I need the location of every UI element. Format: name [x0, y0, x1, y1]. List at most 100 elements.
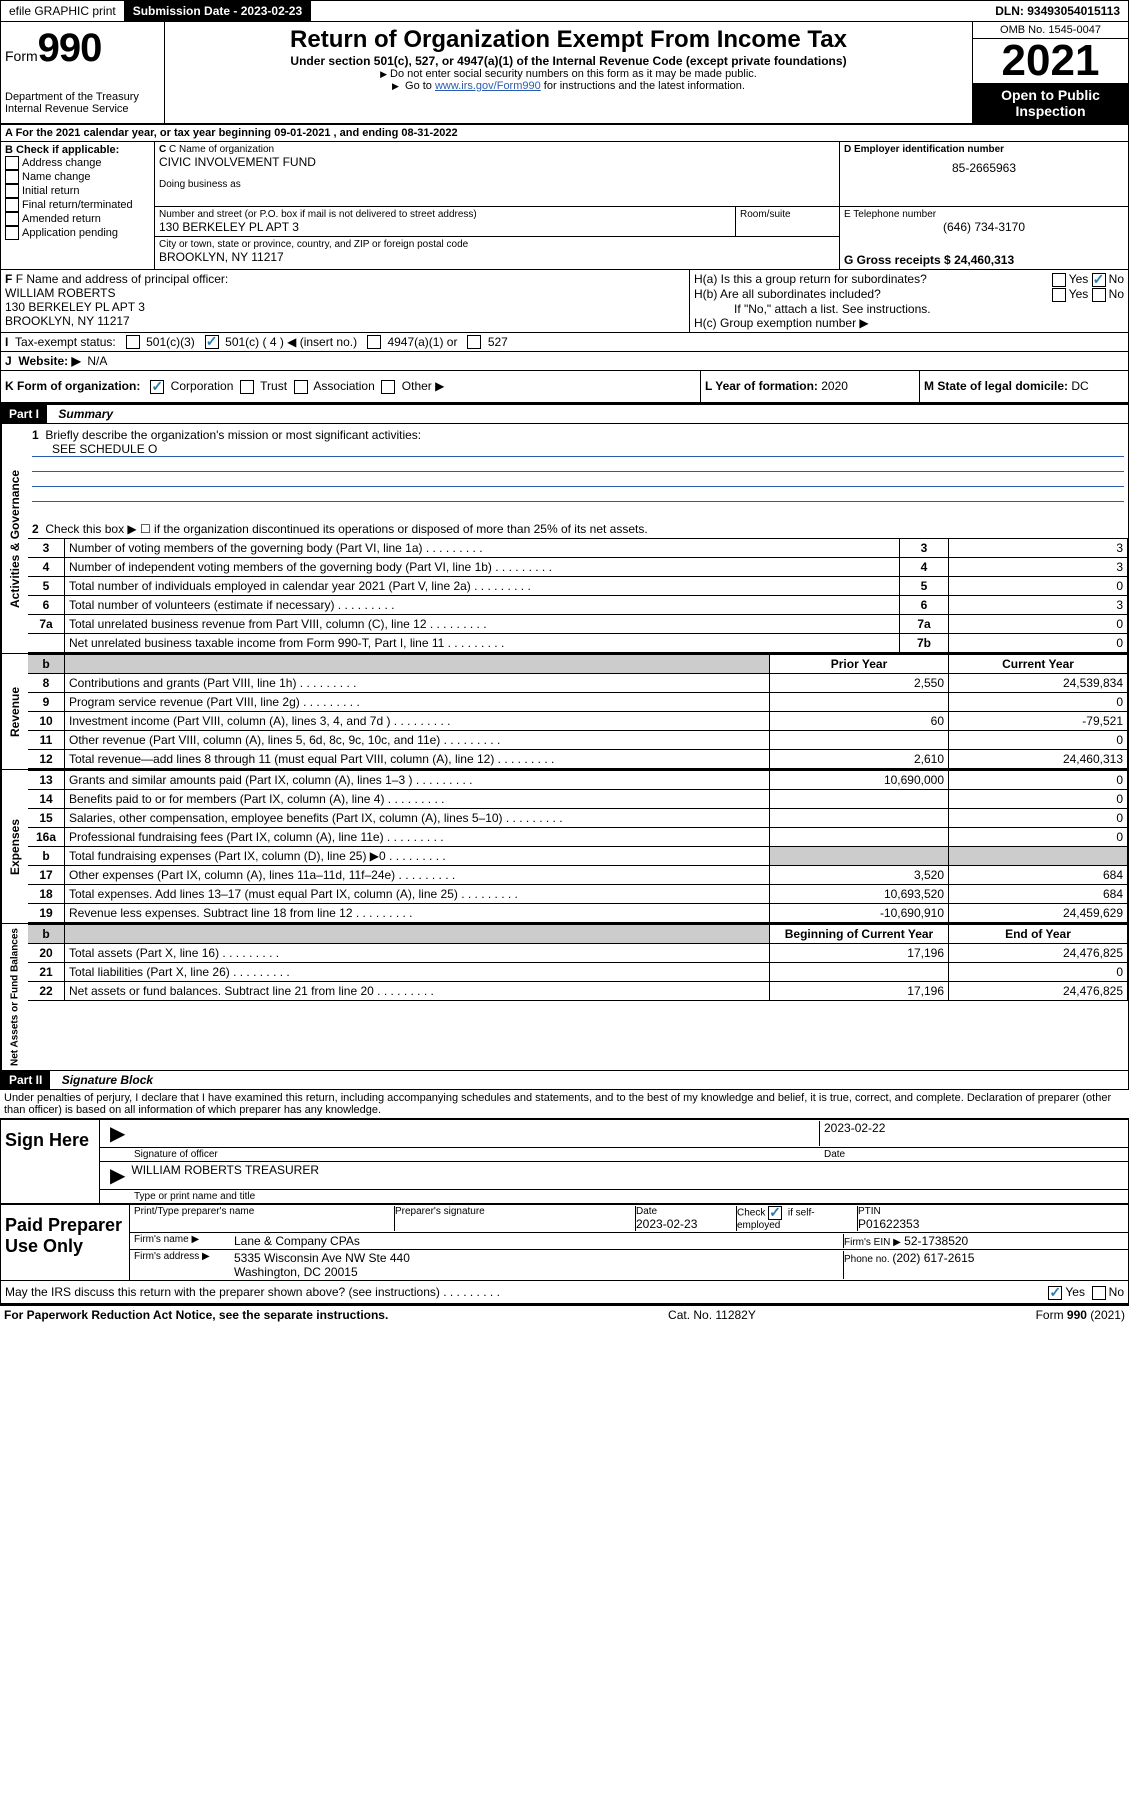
room-label: Room/suite — [740, 209, 835, 220]
org-city: BROOKLYN, NY 11217 — [159, 250, 835, 264]
line-j-label: Website: ▶ — [18, 354, 80, 368]
ssn-note: Do not enter social security numbers on … — [169, 68, 968, 80]
firm-addr1: 5335 Wisconsin Ave NW Ste 440 — [234, 1251, 843, 1265]
cat-no: Cat. No. 11282Y — [668, 1308, 756, 1322]
dba-label: Doing business as — [159, 179, 835, 190]
officer-addr2: BROOKLYN, NY 11217 — [5, 314, 685, 328]
checkbox-527[interactable] — [467, 335, 481, 349]
name-label: C C Name of organization — [159, 144, 835, 155]
prep-phone: (202) 617-2615 — [892, 1251, 974, 1265]
checkbox-hb-no[interactable] — [1092, 288, 1106, 302]
checkbox-b[interactable] — [5, 184, 19, 198]
form-title: Return of Organization Exempt From Incom… — [169, 26, 968, 54]
h-b-note: If "No," attach a list. See instructions… — [694, 302, 1124, 316]
part2-header: Part II — [1, 1071, 50, 1089]
prep-print-label: Print/Type preparer's name — [134, 1206, 395, 1231]
vert-expenses: Expenses — [1, 770, 28, 923]
prep-date-label: Date — [636, 1206, 736, 1217]
may-discuss: May the IRS discuss this return with the… — [5, 1285, 440, 1299]
checkbox-k[interactable] — [294, 380, 308, 394]
open-public-badge: Open to Public Inspection — [973, 83, 1128, 123]
checkbox-501c[interactable] — [205, 335, 219, 349]
dept-treasury: Department of the Treasury Internal Reve… — [5, 91, 160, 115]
firm-name: Lane & Company CPAs — [234, 1234, 844, 1248]
checkbox-ha-yes[interactable] — [1052, 273, 1066, 287]
checkbox-self-employed[interactable] — [768, 1206, 782, 1220]
line-a: A For the 2021 calendar year, or tax yea… — [0, 125, 1129, 142]
firm-addr-label: Firm's address ▶ — [134, 1251, 234, 1279]
vert-revenue: Revenue — [1, 654, 28, 769]
h-a: H(a) Is this a group return for subordin… — [694, 272, 1052, 287]
h-b: H(b) Are all subordinates included? — [694, 287, 1052, 302]
firm-ein: 52-1738520 — [904, 1234, 968, 1248]
website-note: Go to www.irs.gov/Form990 for instructio… — [169, 80, 968, 92]
line1-value: SEE SCHEDULE O — [32, 442, 157, 456]
box-f-label: F F Name and address of principal office… — [5, 272, 685, 286]
phone-label: E Telephone number — [844, 209, 1124, 220]
checkbox-k[interactable] — [240, 380, 254, 394]
firm-name-label: Firm's name ▶ — [134, 1234, 234, 1248]
ptin-label: PTIN — [858, 1206, 1124, 1217]
checkbox-discuss-no[interactable] — [1092, 1286, 1106, 1300]
org-address: 130 BERKELEY PL APT 3 — [159, 220, 731, 234]
line-m: M State of legal domicile: — [924, 379, 1071, 393]
checkbox-4947[interactable] — [367, 335, 381, 349]
sign-here-label: Sign Here — [1, 1120, 99, 1203]
firm-ein-label: Firm's EIN ▶ — [844, 1237, 901, 1248]
line1-label: Briefly describe the organization's miss… — [45, 428, 421, 442]
part1-header: Part I — [1, 405, 47, 423]
sig-arrow-icon: ▶ — [104, 1121, 131, 1146]
city-label: City or town, state or province, country… — [159, 239, 835, 250]
prep-phone-label: Phone no. — [844, 1254, 892, 1265]
part2-title: Signature Block — [54, 1071, 161, 1089]
form-footer: Form 990 (2021) — [1036, 1308, 1125, 1322]
ein: 85-2665963 — [844, 155, 1124, 181]
ein-label: D Employer identification number — [844, 144, 1124, 155]
vert-netassets: Net Assets or Fund Balances — [1, 924, 28, 1070]
prep-date: 2023-02-23 — [636, 1217, 736, 1231]
checkbox-k[interactable] — [381, 380, 395, 394]
checkbox-b[interactable] — [5, 212, 19, 226]
gross-receipts: G Gross receipts $ 24,460,313 — [844, 253, 1014, 267]
checkbox-k[interactable] — [150, 380, 164, 394]
officer-name: WILLIAM ROBERTS — [5, 286, 685, 300]
prep-sig-label: Preparer's signature — [395, 1206, 636, 1231]
h-c: H(c) Group exemption number ▶ — [694, 316, 1124, 330]
form-number: Form990 — [5, 26, 160, 71]
sig-name: WILLIAM ROBERTS TREASURER — [131, 1163, 319, 1188]
vert-governance: Activities & Governance — [1, 424, 28, 653]
checkbox-ha-no[interactable] — [1092, 273, 1106, 287]
checkbox-b[interactable] — [5, 198, 19, 212]
org-name: CIVIC INVOLVEMENT FUND — [159, 155, 835, 169]
prep-check-label: Check if self-employed — [737, 1206, 858, 1231]
checkbox-discuss-yes[interactable] — [1048, 1286, 1062, 1300]
sig-officer-label: Signature of officer — [134, 1149, 824, 1160]
sig-name-label: Type or print name and title — [100, 1190, 1128, 1203]
checkbox-hb-yes[interactable] — [1052, 288, 1066, 302]
topbar: efile GRAPHIC print Submission Date - 20… — [0, 0, 1129, 22]
part1-title: Summary — [50, 405, 121, 423]
sig-arrow-icon: ▶ — [104, 1163, 131, 1188]
phone: (646) 734-3170 — [844, 220, 1124, 234]
officer-addr1: 130 BERKELEY PL APT 3 — [5, 300, 685, 314]
checkbox-b[interactable] — [5, 156, 19, 170]
declaration: Under penalties of perjury, I declare th… — [0, 1090, 1129, 1118]
line-l: L Year of formation: — [705, 379, 821, 393]
line2: Check this box ▶ ☐ if the organization d… — [45, 522, 647, 536]
checkbox-501c3[interactable] — [126, 335, 140, 349]
box-b: B Check if applicable: Address changeNam… — [1, 142, 155, 269]
checkbox-b[interactable] — [5, 226, 19, 240]
pra-notice: For Paperwork Reduction Act Notice, see … — [4, 1308, 388, 1322]
ptin: P01622353 — [858, 1217, 1124, 1231]
website: N/A — [87, 354, 107, 368]
preparer-label: Paid Preparer Use Only — [1, 1205, 129, 1280]
line-k-label: K Form of organization: — [5, 379, 140, 393]
irs-link[interactable]: www.irs.gov/Form990 — [435, 80, 541, 92]
line-i-label: Tax-exempt status: — [15, 335, 116, 349]
dln: DLN: 93493054015113 — [987, 1, 1128, 21]
sig-date-label: Date — [824, 1149, 1124, 1160]
checkbox-b[interactable] — [5, 170, 19, 184]
sig-date: 2023-02-22 — [819, 1121, 1124, 1146]
addr-label: Number and street (or P.O. box if mail i… — [159, 209, 731, 220]
efile-graphic: efile GRAPHIC print — [1, 1, 125, 21]
